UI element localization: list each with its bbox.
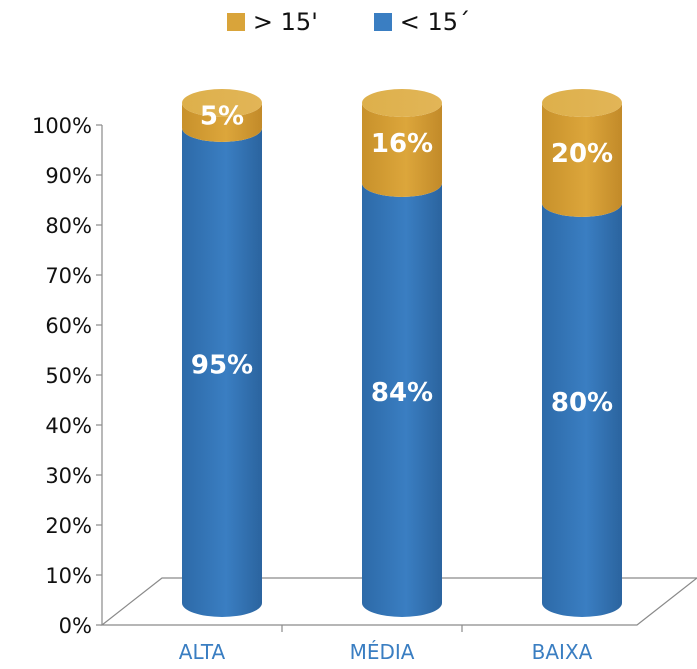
legend-label-over-15: > 15'	[252, 8, 318, 36]
legend-swatch-over-15	[226, 13, 245, 31]
bar-top-cap	[362, 89, 442, 117]
bar-top-cap	[182, 89, 262, 117]
legend-item-under-15: < 15´	[373, 8, 471, 36]
bar-over-15-média	[362, 103, 442, 197]
y-tick-label: 100%	[32, 114, 92, 138]
bar-over-15-baixa	[542, 103, 622, 217]
y-tick-label: 30%	[45, 464, 92, 488]
category-label-média: MÉDIA	[350, 640, 415, 664]
legend-item-over-15: > 15'	[226, 8, 318, 36]
y-tick-label: 10%	[45, 564, 92, 588]
y-tick-label: 70%	[45, 264, 92, 288]
bar-top-cap	[542, 89, 622, 117]
chart-legend: > 15' < 15´	[0, 8, 697, 36]
bar-under-15-média	[362, 183, 442, 617]
category-label-alta: ALTA	[179, 640, 226, 664]
y-tick-label: 0%	[59, 614, 92, 638]
chart-floor	[100, 577, 697, 626]
category-label-baixa: BAIXA	[532, 640, 593, 664]
bar-under-15-alta	[182, 128, 262, 617]
y-tick-label: 40%	[45, 414, 92, 438]
bar-under-15-baixa	[542, 203, 622, 617]
data-label-over-15: 20%	[551, 139, 613, 169]
y-tick-label: 60%	[45, 314, 92, 338]
data-label-under-15: 80%	[551, 388, 613, 418]
data-label-over-15: 5%	[200, 102, 244, 132]
y-tick-label: 80%	[45, 214, 92, 238]
data-label-over-15: 16%	[371, 129, 433, 159]
bar-over-15-alta	[182, 103, 262, 142]
data-label-under-15: 84%	[371, 378, 433, 408]
y-tick-label: 20%	[45, 514, 92, 538]
legend-swatch-under-15	[373, 13, 392, 31]
y-tick-label: 50%	[45, 364, 92, 388]
legend-label-under-15: < 15´	[399, 8, 471, 36]
data-label-under-15: 95%	[191, 351, 253, 381]
y-tick-label: 90%	[45, 164, 92, 188]
